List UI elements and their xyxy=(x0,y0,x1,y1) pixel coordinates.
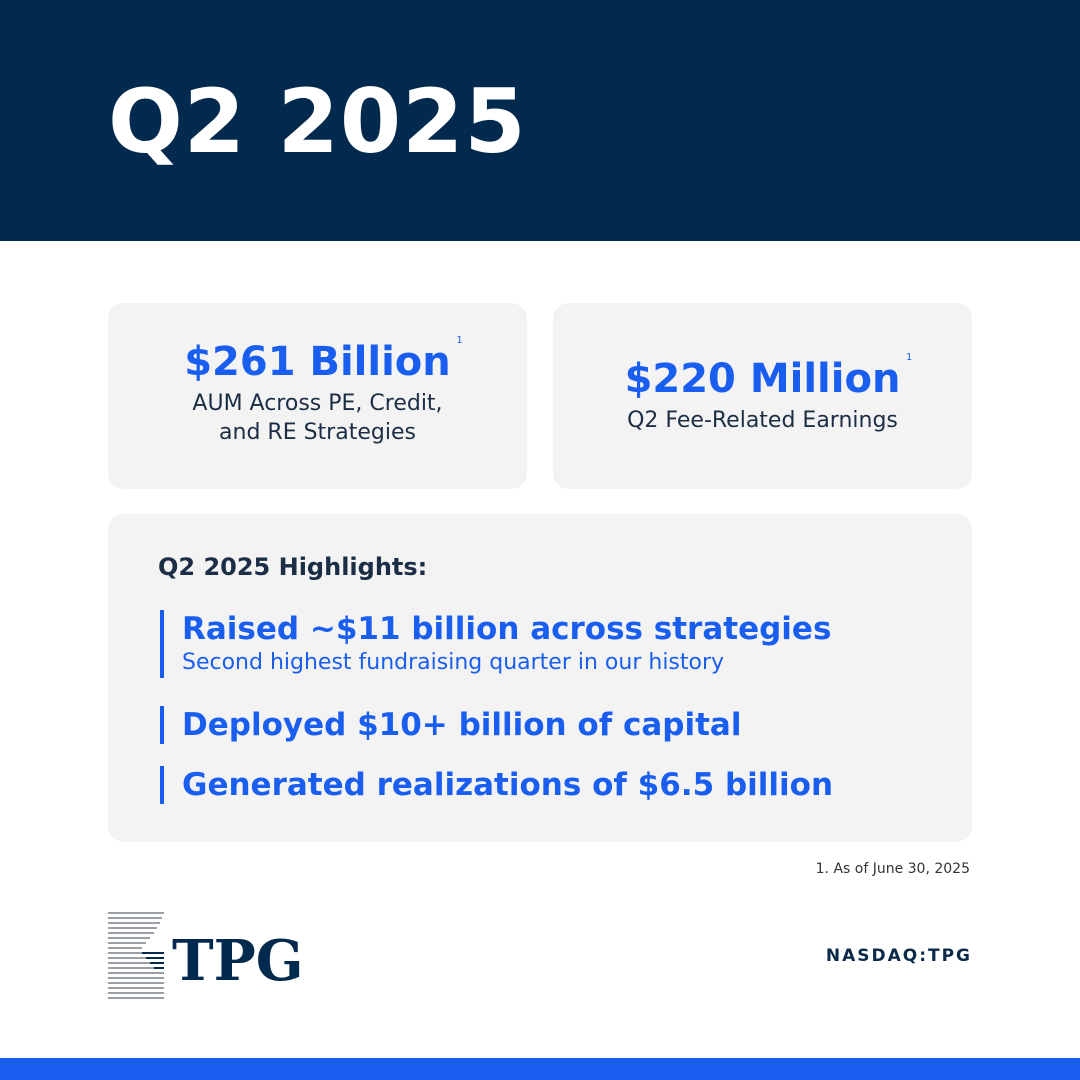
stat-value-fre: $220 Million 1 xyxy=(624,352,913,404)
highlight-item: Raised ~$11 billion across strategies Se… xyxy=(160,610,831,678)
highlight-item: Deployed $10+ billion of capital xyxy=(160,706,741,744)
bottom-accent-bar xyxy=(0,1058,1080,1080)
logo-navy-stripes xyxy=(142,952,164,969)
stat-description-aum: AUM Across PE, Credit, and RE Strategies xyxy=(108,389,527,447)
page-title: Q2 2025 xyxy=(108,70,527,173)
highlight-item: Generated realizations of $6.5 billion xyxy=(160,766,833,804)
footnote-marker: 1 xyxy=(906,352,913,363)
logo-stripes xyxy=(108,912,164,999)
stat-value-aum-text: $261 Billion xyxy=(184,339,451,385)
stat-description-fre: Q2 Fee-Related Earnings xyxy=(553,406,972,435)
stat-description-line: AUM Across PE, Credit, xyxy=(192,391,443,416)
tpg-logo-icon: TPG xyxy=(108,912,304,999)
highlights-heading: Q2 2025 Highlights: xyxy=(158,553,428,581)
highlight-title: Deployed $10+ billion of capital xyxy=(182,707,742,743)
stat-card-fre: $220 Million 1 Q2 Fee-Related Earnings xyxy=(553,303,972,489)
footnote: 1. As of June 30, 2025 xyxy=(815,861,970,877)
stat-description-line: and RE Strategies xyxy=(219,420,416,445)
highlights-card: Q2 2025 Highlights: Raised ~$11 billion … xyxy=(108,514,972,842)
highlight-title: Raised ~$11 billion across strategies xyxy=(182,611,832,647)
ticker-symbol: NASDAQ:TPG xyxy=(825,946,972,966)
highlight-subtitle: Second highest fundraising quarter in ou… xyxy=(182,650,725,675)
stat-value-aum: $261 Billion 1 xyxy=(184,335,463,387)
logo-wordmark: TPG xyxy=(172,928,304,994)
stat-value-fre-text: $220 Million xyxy=(624,356,901,402)
stat-card-aum: $261 Billion 1 AUM Across PE, Credit, an… xyxy=(108,303,527,489)
footnote-marker: 1 xyxy=(456,335,463,346)
stat-description-line: Q2 Fee-Related Earnings xyxy=(627,408,898,433)
header-banner: Q2 2025 xyxy=(0,0,1080,241)
highlight-title: Generated realizations of $6.5 billion xyxy=(182,767,834,803)
